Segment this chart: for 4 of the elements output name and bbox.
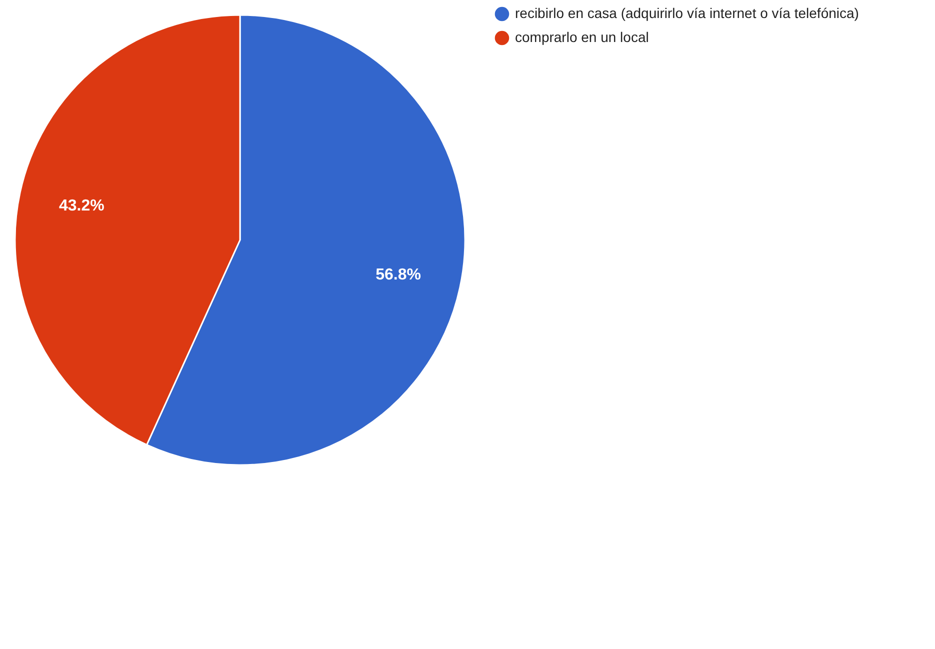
data-label: 43.2% [58, 198, 104, 215]
legend-label: recibirlo en casa (adquirirlo vía internet o vía telefónica) [515, 5, 859, 21]
data-label: 56.8% [376, 266, 422, 284]
legend-label: comprarlo en un local [515, 29, 649, 45]
